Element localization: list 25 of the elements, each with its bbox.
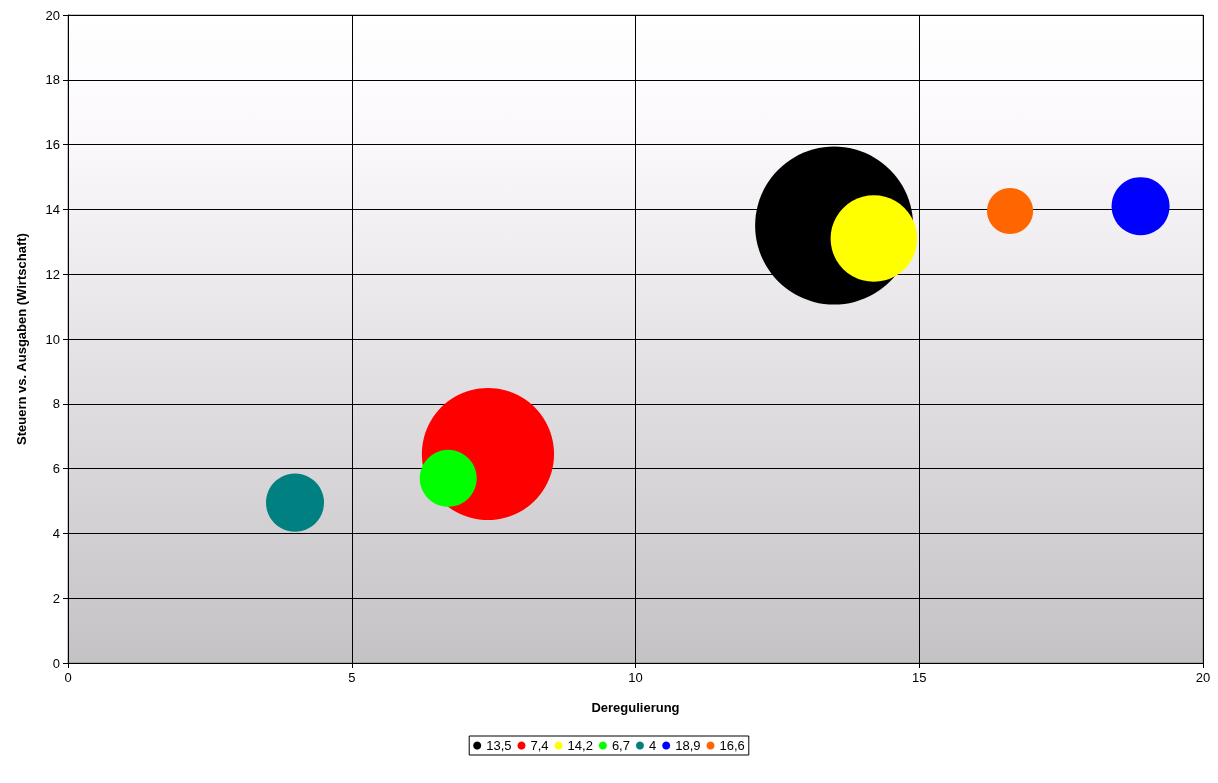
y-tick-label: 4 xyxy=(52,525,60,541)
y-tick-label: 8 xyxy=(52,396,60,412)
x-tick-label: 20 xyxy=(1195,670,1211,685)
x-tick-label: 15 xyxy=(912,670,927,685)
x-tick-label: 10 xyxy=(628,670,643,685)
y-tick-label: 12 xyxy=(45,266,60,282)
y-tick-label: 20 xyxy=(45,7,60,23)
legend-label: 16,6 xyxy=(719,738,745,753)
y-tick-label: 16 xyxy=(45,137,60,153)
legend-label: 6,7 xyxy=(611,738,630,753)
legend-label: 13,5 xyxy=(486,738,512,753)
x-axis-title: Deregulierung xyxy=(591,700,680,715)
legend-label: 7,4 xyxy=(530,738,549,753)
x-tick-label: 5 xyxy=(348,670,356,685)
y-tick-label: 14 xyxy=(45,201,60,217)
y-axis-title: Steuern vs. Ausgaben (Wirtschaft) xyxy=(14,233,29,445)
y-tick-label: 0 xyxy=(52,655,60,671)
legend-label: 4 xyxy=(648,738,657,753)
y-tick-label: 2 xyxy=(52,590,60,606)
x-tick-label: 0 xyxy=(64,670,72,685)
y-tick-label: 6 xyxy=(52,461,60,477)
y-tick-label: 18 xyxy=(45,72,60,88)
legend-label: 18,9 xyxy=(675,738,701,753)
y-tick-label: 10 xyxy=(45,331,60,347)
legend-label: 14,2 xyxy=(567,738,593,753)
